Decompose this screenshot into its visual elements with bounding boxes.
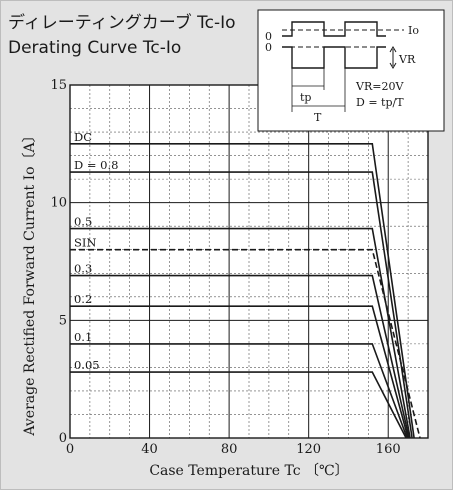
x-tick-label: 120	[296, 442, 321, 457]
curve-label: DC	[74, 130, 92, 144]
curve-0-1	[70, 343, 408, 439]
curve-0-05	[70, 371, 407, 439]
curve-0-5	[70, 227, 411, 439]
curve-label: 0.1	[74, 330, 92, 344]
y-tick-label: 10	[50, 196, 67, 211]
curve-0-3	[70, 274, 410, 439]
legend-t-label: T	[314, 111, 322, 124]
current-waveform	[282, 21, 386, 37]
y-tick-label: 15	[50, 78, 67, 93]
x-tick-label: 40	[141, 442, 158, 457]
curve-label: SIN	[74, 236, 96, 250]
tick-labels: 0 40 80 120 160 0 5 10 15	[50, 78, 400, 457]
x-tick-label: 80	[221, 442, 238, 457]
legend-zero-top: 0	[265, 30, 272, 43]
x-tick-label: 160	[376, 442, 401, 457]
voltage-waveform	[282, 46, 386, 69]
x-tick-label: 0	[66, 442, 74, 457]
curve-dc	[70, 143, 415, 439]
waveform-legend: 0 Io 0 VR tp T VR=20V D = tp/T	[257, 9, 445, 132]
y-axis-label: Average Rectified Forward Current Io〔A〕	[22, 128, 38, 436]
legend-zero-bottom: 0	[265, 41, 272, 54]
y-tick-label: 0	[59, 431, 67, 446]
legend-tp-label: tp	[300, 91, 311, 104]
curve-label: D = 0.8	[74, 158, 118, 172]
vr-arrow-heads	[389, 46, 397, 69]
curve-d-0-8	[70, 171, 413, 439]
legend-vr-value: VR=20V	[355, 80, 404, 93]
x-axis-label: Case Temperature Tc 〔℃〕	[149, 463, 348, 479]
title-english: Derating Curve Tc-Io	[8, 38, 181, 58]
curve-labels: DC D = 0.8 0.5 SIN 0.3 0.2 0.1 0.05	[74, 130, 118, 372]
curve-label: 0.2	[74, 292, 92, 306]
plot-frame	[69, 84, 429, 439]
curve-0-2	[70, 305, 409, 439]
title-japanese: ディレーティングカーブ Tc-Io	[8, 12, 236, 33]
curve-label: 0.3	[74, 262, 92, 276]
y-tick-label: 5	[59, 313, 67, 328]
legend-duty-formula: D = tp/T	[356, 96, 404, 109]
curve-sin	[70, 248, 421, 439]
curve-label: 0.5	[74, 215, 92, 229]
legend-io-label: Io	[408, 24, 419, 37]
legend-vr-label: VR	[398, 53, 416, 66]
curves	[70, 143, 421, 439]
curve-label: 0.05	[74, 358, 100, 372]
